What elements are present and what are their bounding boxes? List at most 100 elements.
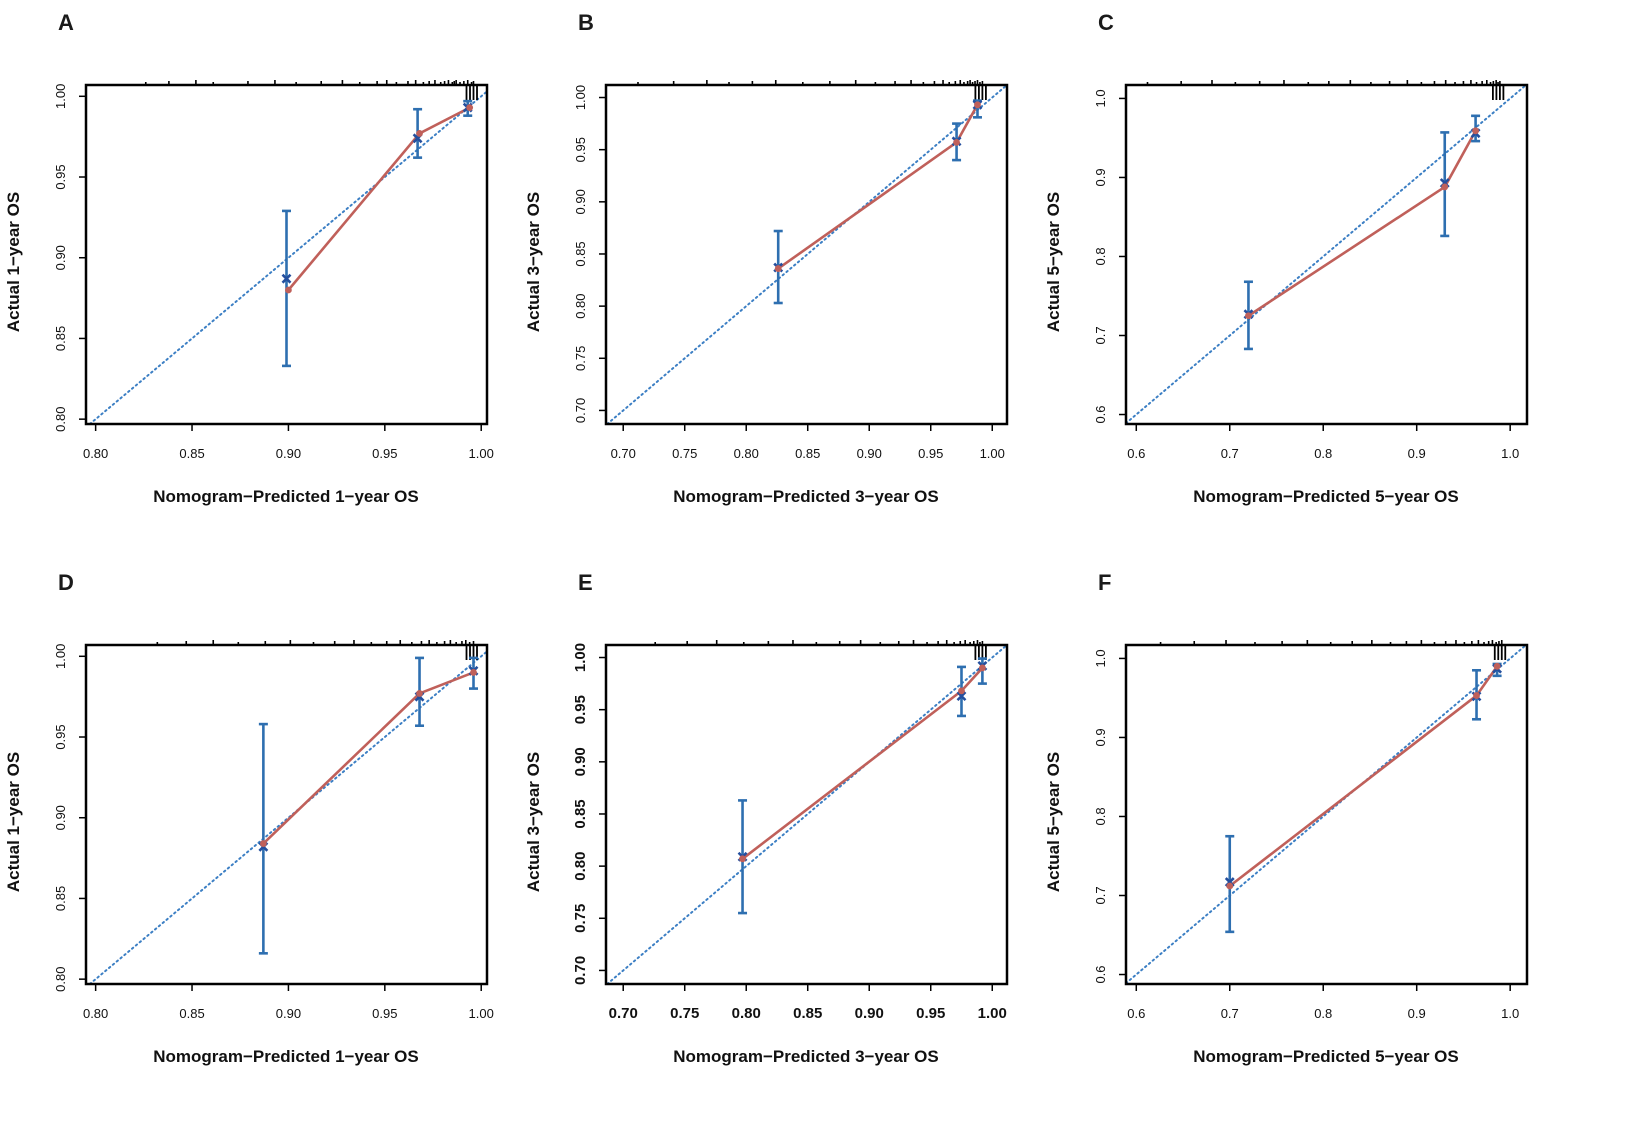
apparent-point-a-1 <box>416 130 423 137</box>
x-tick-label-b-3: 0.85 <box>795 446 820 461</box>
apparent-point-d-2 <box>470 669 477 676</box>
x-axis-title-c: Nomogram−Predicted 5−year OS <box>1193 487 1459 506</box>
x-axis-title-f: Nomogram−Predicted 5−year OS <box>1193 1047 1459 1066</box>
x-tick-label-e-1: 0.75 <box>670 1005 699 1022</box>
x-tick-label-a-4: 1.00 <box>469 446 494 461</box>
reference-diagonal-a <box>88 90 488 425</box>
apparent-point-b-1 <box>953 138 960 146</box>
x-axis-title-a: Nomogram−Predicted 1−year OS <box>153 487 419 506</box>
x-tick-label-b-5: 0.95 <box>918 446 943 461</box>
calibration-panel-e: E 0.70 0.75 0.80 0.85 0.90 0.95 1.00 0.70 0.75 0.… <box>520 560 1069 1131</box>
y-tick-label-b-0: 0.70 <box>573 398 588 423</box>
calibration-panel-a: A 0.80 0.85 0.90 0.95 1.00 0.80 0.85 0.90 0.95 1.… <box>0 0 549 571</box>
y-tick-label-e-1: 0.75 <box>572 904 589 933</box>
y-tick-label-d-1: 0.85 <box>53 886 68 911</box>
y-tick-label-b-1: 0.75 <box>573 346 588 371</box>
y-axis-title-a: Actual 1−year OS <box>4 192 23 332</box>
y-tick-label-b-5: 0.95 <box>573 137 588 162</box>
panel-label-b: B <box>578 10 594 35</box>
x-tick-label-f-4: 1.0 <box>1501 1006 1519 1021</box>
apparent-point-a-0 <box>285 286 292 294</box>
y-tick-label-c-0: 0.6 <box>1093 405 1108 423</box>
x-tick-label-e-0: 0.70 <box>609 1005 638 1022</box>
x-tick-label-d-0: 0.80 <box>83 1006 108 1021</box>
chart-e: E 0.70 0.75 0.80 0.85 0.90 0.95 1.00 0.70 0.75 0.… <box>524 570 1009 1066</box>
x-tick-label-d-3: 0.95 <box>372 1006 397 1021</box>
x-tick-label-c-3: 0.9 <box>1408 446 1426 461</box>
y-tick-label-a-1: 0.85 <box>53 326 68 351</box>
y-tick-label-f-0: 0.6 <box>1093 965 1108 983</box>
panel-label-d: D <box>58 570 74 595</box>
chart-a: A 0.80 0.85 0.90 0.95 1.00 0.80 0.85 0.90 0.95 1.… <box>4 10 494 506</box>
apparent-point-e-1 <box>958 687 965 695</box>
x-tick-label-e-4: 0.90 <box>855 1005 884 1022</box>
y-axis-title-c: Actual 5−year OS <box>1044 192 1063 332</box>
y-tick-label-a-0: 0.80 <box>53 407 68 432</box>
y-axis-title-e: Actual 3−year OS <box>524 752 543 892</box>
x-axis-title-d: Nomogram−Predicted 1−year OS <box>153 1047 419 1066</box>
y-tick-label-e-4: 0.90 <box>572 747 589 776</box>
apparent-point-f-0 <box>1226 882 1234 890</box>
y-tick-label-e-2: 0.80 <box>572 852 589 881</box>
y-tick-label-a-4: 1.00 <box>53 84 68 109</box>
x-tick-label-a-0: 0.80 <box>83 446 108 461</box>
apparent-point-b-2 <box>974 101 981 109</box>
reference-diagonal-f <box>1125 644 1528 985</box>
reference-diagonal-c <box>1125 84 1528 425</box>
y-tick-label-f-4: 1.0 <box>1093 649 1108 667</box>
x-tick-label-e-2: 0.80 <box>732 1005 761 1022</box>
x-tick-label-f-1: 0.7 <box>1221 1006 1239 1021</box>
calibration-panel-b: B 0.70 0.75 0.80 0.85 0.90 0.95 1.00 0.70 0.75 0.… <box>520 0 1069 571</box>
apparent-point-f-1 <box>1473 692 1480 699</box>
y-tick-label-e-6: 1.00 <box>572 643 589 672</box>
apparent-point-e-0 <box>739 855 746 863</box>
y-tick-label-b-4: 0.90 <box>573 189 588 214</box>
x-tick-label-e-6: 1.00 <box>978 1005 1007 1022</box>
y-axis-title-d: Actual 1−year OS <box>4 752 23 892</box>
x-tick-label-c-4: 1.0 <box>1501 446 1519 461</box>
plot-frame-d <box>84 643 489 986</box>
y-tick-label-f-2: 0.8 <box>1093 807 1108 825</box>
y-tick-label-d-0: 0.80 <box>53 967 68 992</box>
chart-c: C 0.6 0.7 0.8 0.9 1.0 0.6 0.7 0.8 0.9 1.0 Nomogra… <box>1044 10 1529 506</box>
panel-label-c: C <box>1098 10 1114 35</box>
chart-b: B 0.70 0.75 0.80 0.85 0.90 0.95 1.00 0.70 0.75 0.… <box>524 10 1009 506</box>
apparent-line-a <box>287 106 471 291</box>
apparent-point-c-1 <box>1441 183 1449 191</box>
bias-corrected-marker-e-1 <box>956 691 967 702</box>
bias-corrected-marker-a-0 <box>281 273 292 284</box>
x-tick-label-f-3: 0.9 <box>1408 1006 1426 1021</box>
apparent-point-e-2 <box>978 664 986 672</box>
apparent-point-c-2 <box>1472 127 1479 135</box>
y-tick-label-e-5: 0.95 <box>572 695 589 724</box>
y-tick-label-c-1: 0.7 <box>1093 326 1108 344</box>
x-axis-title-e: Nomogram−Predicted 3−year OS <box>673 1047 939 1066</box>
apparent-point-d-1 <box>416 690 423 697</box>
panel-label-e: E <box>578 570 593 595</box>
x-axis-title-b: Nomogram−Predicted 3−year OS <box>673 487 939 506</box>
x-tick-label-c-1: 0.7 <box>1221 446 1239 461</box>
y-axis-title-f: Actual 5−year OS <box>1044 752 1063 892</box>
x-tick-label-c-2: 0.8 <box>1314 446 1332 461</box>
x-tick-label-b-2: 0.80 <box>734 446 759 461</box>
apparent-line-b <box>777 104 979 270</box>
calibration-panel-d: D 0.80 0.85 0.90 0.95 1.00 0.80 0.85 0.90 0.95 1.… <box>0 560 549 1131</box>
y-tick-label-b-2: 0.80 <box>573 293 588 318</box>
y-tick-label-f-3: 0.9 <box>1093 728 1108 746</box>
y-tick-label-f-1: 0.7 <box>1093 886 1108 904</box>
apparent-line-f <box>1228 665 1499 888</box>
x-tick-label-c-0: 0.6 <box>1127 446 1145 461</box>
apparent-point-b-0 <box>774 265 782 272</box>
x-tick-label-f-2: 0.8 <box>1314 1006 1332 1021</box>
x-tick-label-d-2: 0.90 <box>276 1006 301 1021</box>
x-tick-label-f-0: 0.6 <box>1127 1006 1145 1021</box>
calibration-panel-c: C 0.6 0.7 0.8 0.9 1.0 0.6 0.7 0.8 0.9 1.0 Nomogra… <box>1040 0 1589 571</box>
y-tick-label-c-4: 1.0 <box>1093 89 1108 107</box>
x-tick-label-a-1: 0.85 <box>179 446 204 461</box>
y-tick-label-a-3: 0.95 <box>53 164 68 189</box>
x-tick-label-b-4: 0.90 <box>857 446 882 461</box>
x-tick-label-d-1: 0.85 <box>179 1006 204 1021</box>
y-tick-label-b-6: 1.00 <box>573 85 588 110</box>
y-tick-label-c-2: 0.8 <box>1093 247 1108 265</box>
